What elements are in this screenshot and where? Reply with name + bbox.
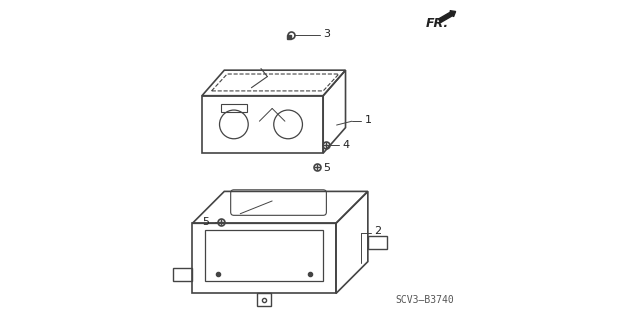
- FancyArrow shape: [438, 11, 456, 23]
- Bar: [221, 104, 246, 112]
- Text: 2: 2: [374, 226, 381, 236]
- Text: 3: 3: [323, 29, 330, 39]
- Text: FR.: FR.: [425, 17, 449, 30]
- Text: SCV3–B3740: SCV3–B3740: [395, 295, 454, 305]
- Text: 4: 4: [342, 140, 349, 150]
- Text: 5: 5: [323, 163, 330, 173]
- Text: 1: 1: [365, 115, 372, 125]
- Text: 5: 5: [202, 217, 209, 227]
